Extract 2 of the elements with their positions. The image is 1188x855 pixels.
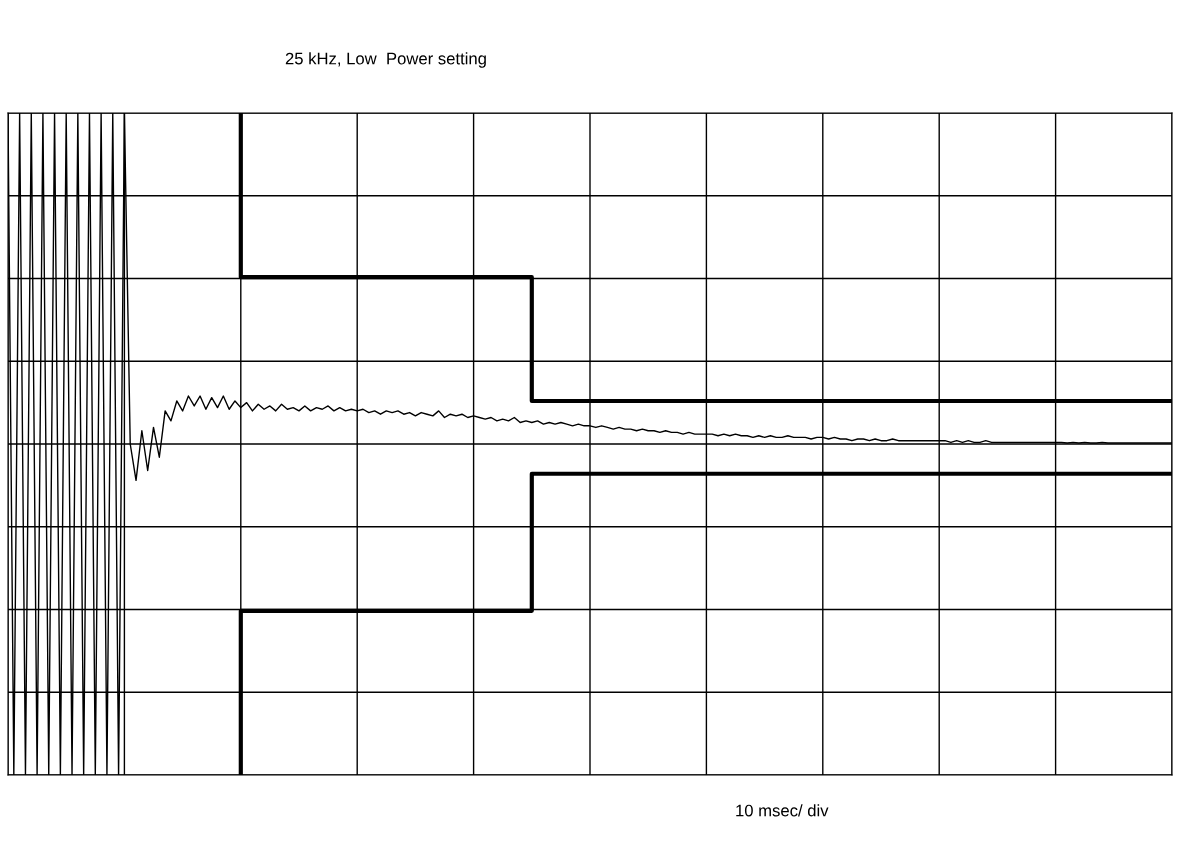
text: 10 msec/ div bbox=[736, 804, 829, 817]
chart-title: 25 kHz, Low Power setting bbox=[285, 52, 486, 68]
